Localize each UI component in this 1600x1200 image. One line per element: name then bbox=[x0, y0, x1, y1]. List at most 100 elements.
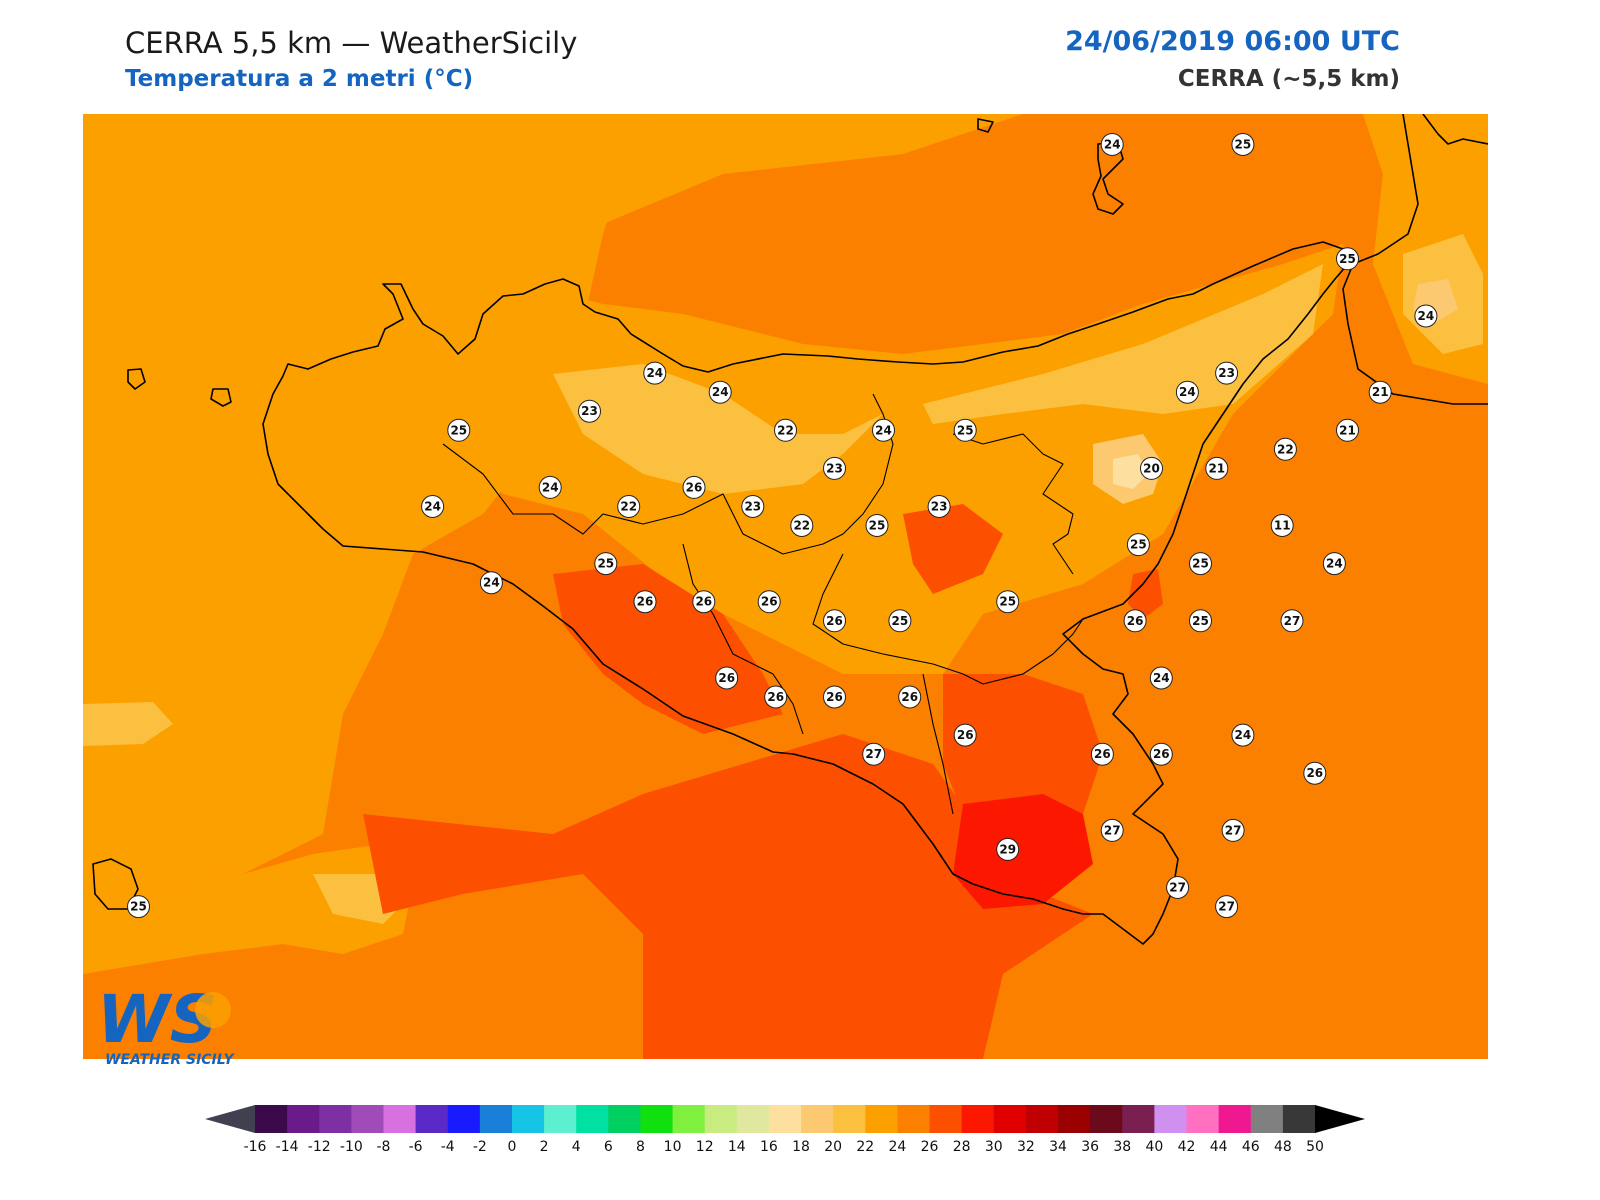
colorbar-tick-label: 10 bbox=[664, 1139, 682, 1155]
colorbar-tick-label: 22 bbox=[856, 1139, 874, 1155]
station-value: 25 bbox=[1235, 138, 1252, 152]
station-value: 27 bbox=[1169, 881, 1186, 895]
station-marker: 23 bbox=[741, 495, 765, 518]
station-marker-circle bbox=[1205, 456, 1229, 480]
station-value: 24 bbox=[1153, 671, 1170, 685]
station-marker: 26 bbox=[764, 685, 788, 709]
station-value: 24 bbox=[483, 576, 500, 590]
field-pocket-20-22-sw bbox=[83, 702, 173, 746]
station-marker: 25 bbox=[447, 418, 471, 442]
station-value: 21 bbox=[1372, 385, 1389, 399]
colorbar-tick-label: 6 bbox=[604, 1139, 613, 1155]
station-value: 22 bbox=[777, 423, 794, 437]
colorbar-over-arrow bbox=[1315, 1105, 1365, 1133]
colorbar-tick-label: -14 bbox=[276, 1139, 299, 1155]
station-marker: 24 bbox=[1100, 133, 1124, 156]
station-marker: 26 bbox=[757, 590, 781, 614]
station-marker-circle bbox=[1140, 456, 1163, 480]
station-value: 24 bbox=[646, 366, 663, 380]
station-value: 26 bbox=[695, 595, 712, 609]
station-marker: 22 bbox=[790, 514, 814, 537]
colorbar-tick-label: 16 bbox=[760, 1139, 778, 1155]
station-marker: 25 bbox=[996, 590, 1020, 614]
station-marker-circle bbox=[774, 418, 797, 442]
colorbar-swatch bbox=[383, 1105, 417, 1133]
station-marker: 25 bbox=[865, 514, 889, 537]
station-marker: 26 bbox=[823, 685, 846, 709]
station-marker-circle bbox=[757, 590, 781, 614]
station-value: 26 bbox=[1153, 747, 1170, 761]
station-marker: 26 bbox=[1149, 742, 1173, 766]
station-marker-circle bbox=[127, 895, 150, 919]
station-value: 26 bbox=[686, 480, 703, 494]
colorbar-tick-label: -4 bbox=[441, 1139, 455, 1155]
station-value: 11 bbox=[1274, 519, 1291, 533]
colorbar-swatch bbox=[351, 1105, 385, 1133]
field-east-warm bbox=[1128, 569, 1163, 619]
station-marker: 11 bbox=[1270, 514, 1294, 537]
station-value: 26 bbox=[1094, 747, 1111, 761]
station-marker-circle bbox=[633, 590, 657, 614]
station-value: 25 bbox=[999, 595, 1016, 609]
field-band-22-24-north bbox=[603, 114, 1023, 224]
logo-letters: WS bbox=[97, 981, 217, 1058]
station-marker: 27 bbox=[1215, 895, 1239, 919]
station-value: 23 bbox=[826, 461, 843, 475]
colorbar-swatch bbox=[608, 1105, 642, 1133]
colorbar-swatch bbox=[1122, 1105, 1155, 1133]
station-value: 23 bbox=[744, 500, 761, 514]
station-value: 20 bbox=[1143, 461, 1160, 475]
station-marker: 24 bbox=[479, 571, 503, 595]
station-value: 22 bbox=[793, 519, 810, 533]
station-marker: 26 bbox=[692, 590, 716, 614]
colorbar-tick-label: 24 bbox=[889, 1139, 907, 1155]
station-marker-circle bbox=[1280, 609, 1304, 633]
colorbar-swatch bbox=[1282, 1105, 1316, 1133]
station-value: 24 bbox=[1326, 557, 1343, 571]
colorbar-swatch bbox=[736, 1105, 770, 1133]
station-marker-circle bbox=[1215, 361, 1239, 385]
station-value: 26 bbox=[761, 595, 778, 609]
colorbar-tick-label: 8 bbox=[636, 1139, 645, 1155]
station-value: 24 bbox=[542, 480, 559, 494]
station-marker: 25 bbox=[888, 609, 912, 633]
colorbar-swatch bbox=[865, 1105, 899, 1133]
station-marker-circle bbox=[692, 590, 716, 614]
coastline bbox=[92, 114, 1488, 945]
station-value: 26 bbox=[901, 690, 918, 704]
station-marker-circle bbox=[898, 685, 922, 709]
station-marker-circle bbox=[872, 418, 895, 442]
station-marker: 22 bbox=[774, 418, 797, 442]
station-value: 22 bbox=[1277, 442, 1294, 456]
colorbar-tick-label: 28 bbox=[953, 1139, 971, 1155]
colorbar-swatch bbox=[897, 1105, 931, 1133]
colorbar-tick-label: 12 bbox=[696, 1139, 714, 1155]
station-marker-circle bbox=[1270, 514, 1294, 537]
station-marker: 24 bbox=[872, 418, 895, 442]
station-marker-circle bbox=[578, 399, 601, 423]
station-value: 25 bbox=[1192, 557, 1209, 571]
station-marker-circle bbox=[1221, 818, 1245, 842]
station-marker: 23 bbox=[927, 495, 951, 518]
station-marker-circle bbox=[790, 514, 814, 537]
station-marker-circle bbox=[715, 666, 739, 690]
colorbar-swatch bbox=[1186, 1105, 1220, 1133]
colorbar-swatch bbox=[833, 1105, 866, 1133]
weathersicily-logo: WS WEATHER SICILY bbox=[95, 980, 255, 1080]
station-marker-circle bbox=[617, 495, 641, 518]
colorbar-swatch bbox=[1058, 1105, 1091, 1133]
station-marker-circle bbox=[479, 571, 503, 595]
colorbar-tick-label: 14 bbox=[728, 1139, 746, 1155]
station-marker-circle bbox=[764, 685, 788, 709]
station-marker-circle bbox=[823, 456, 846, 480]
sicily-coast bbox=[262, 241, 1349, 945]
temperature-map[interactable]: 24 25 25 24 23 24 21 21 22 20 21 11 24 24 24 23 25 22 24 25… bbox=[83, 114, 1488, 1059]
station-marker-circle bbox=[1273, 437, 1297, 461]
station-marker-circle bbox=[862, 742, 886, 766]
station-value: 27 bbox=[865, 747, 882, 761]
station-value: 25 bbox=[450, 423, 467, 437]
colorbar-swatch bbox=[255, 1105, 288, 1133]
station-value: 24 bbox=[1235, 728, 1252, 742]
station-marker-circle bbox=[1189, 552, 1212, 576]
station-value: 24 bbox=[1418, 309, 1435, 323]
